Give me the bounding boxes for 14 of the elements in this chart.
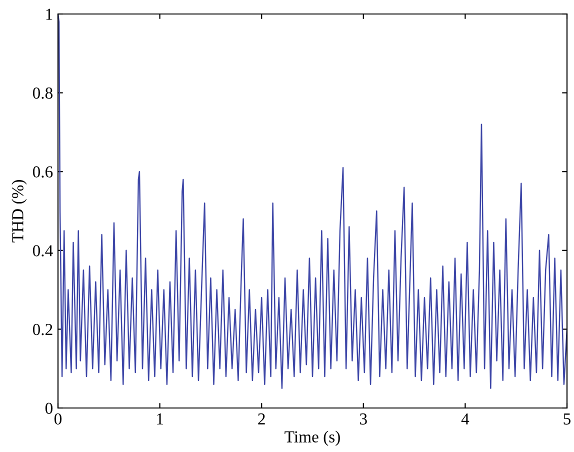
- x-axis-title: Time (s): [284, 430, 340, 446]
- x-tick-label: 4: [461, 413, 470, 424]
- y-tick-label: 0.8: [32, 88, 53, 99]
- x-tick-label: 1: [157, 413, 163, 424]
- y-tick-label: 0: [45, 402, 53, 414]
- x-tick-label: 5: [564, 414, 571, 425]
- y-axis-title: THD (%): [12, 180, 27, 242]
- x-tick-label: 3: [360, 413, 367, 425]
- y-tick-label: 0.6: [32, 166, 53, 178]
- x-tick-label: 2: [258, 413, 265, 424]
- y-tick-label: 0.4: [32, 245, 53, 256]
- y-tick-label: 1: [46, 8, 52, 20]
- y-tick-label: 0.2: [32, 324, 52, 336]
- x-tick-label: 0: [54, 413, 62, 425]
